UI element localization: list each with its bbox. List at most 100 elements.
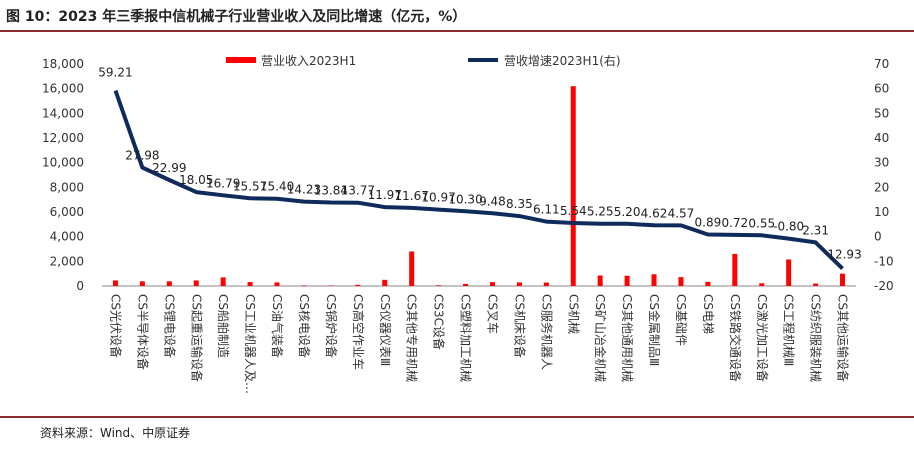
source-note: 资料来源：Wind、中原证券 xyxy=(40,426,191,440)
data-labels: 59.21 27.9822.9918.0516.7915.5715.4014.23… xyxy=(98,66,861,262)
growth-data-label: 5.54 xyxy=(560,204,587,218)
category-label: CS仪器仪表Ⅲ xyxy=(378,294,392,366)
growth-data-label: 16.79 xyxy=(206,176,240,190)
growth-data-label: 4.57 xyxy=(668,206,695,220)
revenue-bar xyxy=(382,279,388,286)
growth-line xyxy=(113,89,844,271)
revenue-bar xyxy=(166,281,172,286)
category-label: CS纺织服装机械 xyxy=(809,294,824,382)
right-tick-label: 40 xyxy=(874,131,889,145)
growth-data-label: 5.20 xyxy=(614,205,641,219)
category-label: CS光伏设备 xyxy=(108,294,122,358)
growth-data-label: 13.77 xyxy=(341,184,375,198)
category-label: CS半导体设备 xyxy=(135,294,149,370)
category-label: CS激光加工设备 xyxy=(755,294,769,382)
category-label: CS锅炉设备 xyxy=(324,294,339,358)
revenue-bar xyxy=(759,283,765,286)
growth-data-label: 6.11 xyxy=(533,203,560,217)
bars xyxy=(112,86,846,287)
revenue-bar xyxy=(328,285,334,287)
revenue-bar xyxy=(597,275,603,286)
growth-data-label: 0.89 xyxy=(695,215,722,229)
growth-data-label: 10.97 xyxy=(421,191,455,205)
category-label: CS其他运输设备 xyxy=(836,294,851,382)
right-tick-label: -10 xyxy=(874,254,894,268)
bottom-divider xyxy=(0,416,914,418)
revenue-bar xyxy=(570,86,576,286)
top-divider xyxy=(0,30,914,32)
right-tick-label: 0 xyxy=(874,230,882,244)
revenue-bar xyxy=(463,283,469,286)
revenue-bar xyxy=(624,275,630,286)
category-label: CS服务机器人 xyxy=(539,294,554,370)
growth-data-label: 14.23 xyxy=(287,183,321,197)
growth-data-label: 2.31 xyxy=(802,223,829,237)
growth-data-label: 4.62 xyxy=(641,206,668,220)
revenue-bar xyxy=(139,281,145,286)
category-label: CS基础件 xyxy=(674,294,688,346)
category-label: CS高空作业车 xyxy=(351,294,366,370)
right-tick-label: 50 xyxy=(874,106,889,120)
revenue-bar xyxy=(193,280,199,286)
legend: 营业收入2023H1 营收增速2023H1(右) xyxy=(226,53,621,68)
revenue-bar xyxy=(112,280,118,286)
category-label: CS核电设备 xyxy=(297,294,311,358)
category-label: CS3C设备 xyxy=(432,294,446,350)
revenue-bar xyxy=(705,281,711,286)
revenue-bar xyxy=(840,273,846,286)
category-label: CS矿山冶金机械 xyxy=(593,294,608,382)
revenue-bar xyxy=(678,277,684,286)
left-tick-label: 8,000 xyxy=(50,180,84,194)
growth-data-label: 12.93 xyxy=(827,248,861,262)
left-tick-label: 6,000 xyxy=(50,205,84,219)
category-labels: CS光伏设备 CS半导体设备 CS锂电设备 CS起重运输设备 CS船舶制造 CS工业机器人… xyxy=(108,294,850,394)
revenue-bar xyxy=(813,283,819,286)
category-label: CS金属制品Ⅲ xyxy=(647,294,662,366)
chart-title: 图 10：2023 年三季报中信机械子行业营业收入及同比增速（亿元，%） xyxy=(6,9,467,25)
growth-data-label: 11.97 xyxy=(368,188,402,202)
growth-data-label: 0.55 xyxy=(748,216,775,230)
growth-data-label: 59.21 xyxy=(98,66,132,80)
growth-data-label: 0.72 xyxy=(721,216,748,230)
category-label: CS铁路交通设备 xyxy=(728,294,743,382)
right-tick-label: 20 xyxy=(874,180,889,194)
left-tick-label: 12,000 xyxy=(42,131,84,145)
legend-bar-swatch xyxy=(226,57,256,63)
left-tick-label: 16,000 xyxy=(42,82,84,96)
revenue-bar xyxy=(301,285,307,286)
right-tick-label: -20 xyxy=(874,279,894,293)
right-tick-label: 10 xyxy=(874,205,889,219)
growth-data-label: 13.84 xyxy=(314,184,348,198)
chart: 0 2,000 4,000 6,000 8,000 10,000 12,000 14,000 1… xyxy=(42,53,894,394)
growth-data-label: 18.05 xyxy=(179,173,213,187)
revenue-bar xyxy=(732,253,738,286)
category-label: CS工程机械Ⅲ xyxy=(782,294,797,366)
revenue-bar xyxy=(543,282,549,286)
category-label: CS其他专用机械 xyxy=(405,294,420,382)
growth-data-label: 10.30 xyxy=(448,192,482,206)
category-label: CS起重运输设备 xyxy=(189,294,204,382)
growth-data-label: 11.67 xyxy=(394,189,428,203)
growth-data-label: 8.35 xyxy=(506,197,533,211)
category-label: CS锂电设备 xyxy=(162,294,177,358)
left-tick-label: 10,000 xyxy=(42,156,84,170)
growth-data-label: 15.57 xyxy=(233,179,267,193)
growth-data-label: 22.99 xyxy=(152,161,186,175)
category-label: CS塑料加工机械 xyxy=(459,294,474,382)
revenue-bar xyxy=(355,284,361,286)
growth-data-label: -0.80 xyxy=(773,220,804,234)
revenue-bar xyxy=(220,277,226,286)
axes: 0 2,000 4,000 6,000 8,000 10,000 12,000 14,000 1… xyxy=(42,57,894,293)
revenue-bar xyxy=(489,282,495,286)
legend-line-label: 营收增速2023H1(右) xyxy=(504,53,621,68)
right-tick-label: 60 xyxy=(874,82,889,96)
growth-data-label: 5.25 xyxy=(587,205,614,219)
revenue-bar xyxy=(651,274,657,286)
growth-line-layer xyxy=(113,89,844,271)
left-tick-label: 18,000 xyxy=(42,57,84,71)
revenue-bar xyxy=(274,282,280,286)
category-label: CS工业机器人及… xyxy=(243,294,257,394)
category-label: CS机械 xyxy=(566,294,581,334)
legend-bar-label: 营业收入2023H1 xyxy=(261,54,356,68)
revenue-bar xyxy=(436,285,442,286)
